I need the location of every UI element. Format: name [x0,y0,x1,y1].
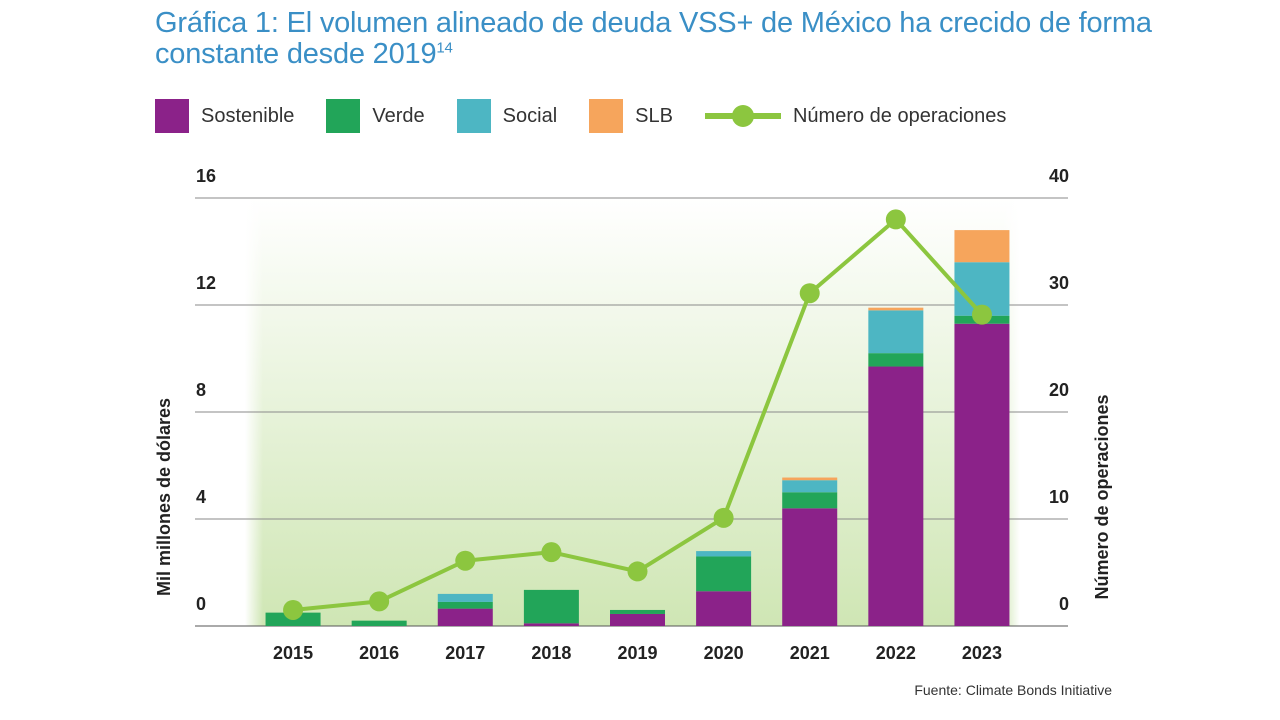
legend-swatch-verde [326,99,361,133]
y-tick-label: 16 [196,166,216,186]
legend-item-social: Social [456,99,558,133]
x-tick-label: 2015 [273,643,313,663]
y-tick-label: 0 [196,594,206,614]
y-tick-label: 12 [196,273,216,293]
legend-item-sostenible: Sostenible [155,99,294,133]
legend-label-social: Social [502,104,558,127]
x-tick-label: 2018 [531,643,571,663]
axes: 0 4 8 12 16 0 10 20 30 40 2015 2016 2017 2018 2019 2020… [154,166,1112,663]
footnote-ref: 14 [436,39,453,57]
legend-swatch-sostenible [155,99,189,133]
y2-axis-label: Número de operaciones [1092,394,1112,599]
bar-segment-sostenible [696,591,752,626]
bar-segment-social [782,480,838,493]
x-tick-label: 2020 [704,643,744,663]
legend-swatch-slb [589,99,624,133]
bar-segment-verde [782,492,838,509]
y2-tick-label: 10 [1049,487,1069,507]
x-tick-label: 2022 [876,643,916,663]
bar-segment-verde [351,620,407,626]
legend-item-verde: Verde [326,99,425,133]
bars [265,230,1010,626]
bar-segment-social [868,310,924,354]
operations-point [369,591,390,612]
bar-segment-verde [610,609,665,614]
y2-tick-label: 40 [1049,166,1069,186]
legend-item-operaciones: Número de operaciones [704,99,1007,133]
operations-line [283,209,992,620]
y-tick-label: 4 [196,487,206,507]
legend-label-slb: SLB [635,104,673,127]
operations-point [455,550,476,571]
chart-title: Gráfica 1: El volumen alineado de deuda … [155,8,1155,70]
operations-point [799,283,820,304]
bar-segment-verde [696,556,752,592]
y2-tick-label: 30 [1049,273,1069,293]
bar-segment-sostenible [523,623,579,626]
y2-tick-label: 20 [1049,380,1069,400]
x-tick-label: 2019 [617,643,657,663]
operations-point [283,599,304,620]
operations-point [971,304,992,325]
y2-tick-label: 0 [1059,594,1069,614]
legend-label-verde: Verde [372,104,425,127]
legend-swatch-social [456,99,491,133]
bar-segment-slb [868,307,924,311]
bar-segment-verde [868,353,924,367]
bar-segment-social [696,551,752,557]
x-tick-label: 2016 [359,643,399,663]
legend-label-operaciones: Número de operaciones [792,104,1007,127]
x-tick-label: 2021 [790,643,830,663]
operations-point [713,507,734,528]
source-note: Fuente: Climate Bonds Initiative [914,682,1112,698]
bar-segment-sostenible [868,366,924,626]
legend-item-slb: SLB [589,99,673,133]
bar-segment-verde [437,601,493,609]
y-tick-label: 8 [196,380,206,400]
bar-segment-slb [782,477,838,481]
legend-label-sostenible: Sostenible [201,104,295,127]
operations-point [541,542,562,563]
bar-segment-sostenible [954,323,1010,626]
x-tick-label: 2023 [962,643,1002,663]
bar-segment-slb [954,230,1010,263]
bar-segment-verde [523,589,579,624]
bar-segment-sostenible [610,613,665,626]
operations-point [627,561,648,582]
legend-line-marker [704,99,781,133]
operations-point [885,209,906,230]
chart-title-text: Gráfica 1: El volumen alineado de deuda … [155,7,1152,70]
bar-segment-social [437,593,493,602]
bar-segment-sostenible [782,508,838,626]
y-axis-label: Mil millones de dólares [154,398,174,596]
bar-segment-sostenible [437,608,493,626]
x-tick-label: 2017 [445,643,485,663]
legend: Sostenible Verde Social SLB Número de op… [155,98,1038,134]
